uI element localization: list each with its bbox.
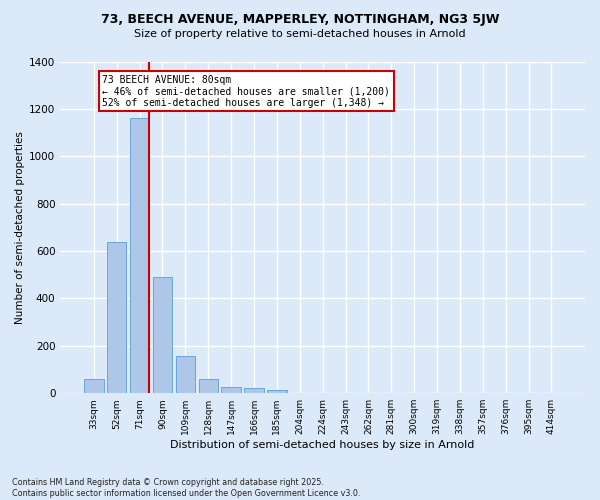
Text: 73 BEECH AVENUE: 80sqm
← 46% of semi-detached houses are smaller (1,200)
52% of : 73 BEECH AVENUE: 80sqm ← 46% of semi-det… (102, 75, 390, 108)
Bar (130, 118, 149, 393)
Bar (84, 379, 104, 393)
Bar (199, 379, 218, 393)
Text: 73, BEECH AVENUE, MAPPERLEY, NOTTINGHAM, NG3 5JW: 73, BEECH AVENUE, MAPPERLEY, NOTTINGHAM,… (101, 12, 499, 26)
Bar (244, 388, 264, 393)
Y-axis label: Number of semi-detached properties: Number of semi-detached properties (15, 131, 25, 324)
Bar (221, 388, 241, 393)
Bar (107, 242, 127, 393)
Bar (176, 356, 195, 393)
Bar (153, 277, 172, 393)
Text: Contains HM Land Registry data © Crown copyright and database right 2025.
Contai: Contains HM Land Registry data © Crown c… (12, 478, 361, 498)
Text: Size of property relative to semi-detached houses in Arnold: Size of property relative to semi-detach… (134, 29, 466, 39)
X-axis label: Distribution of semi-detached houses by size in Arnold: Distribution of semi-detached houses by … (170, 440, 475, 450)
Bar (267, 390, 287, 393)
